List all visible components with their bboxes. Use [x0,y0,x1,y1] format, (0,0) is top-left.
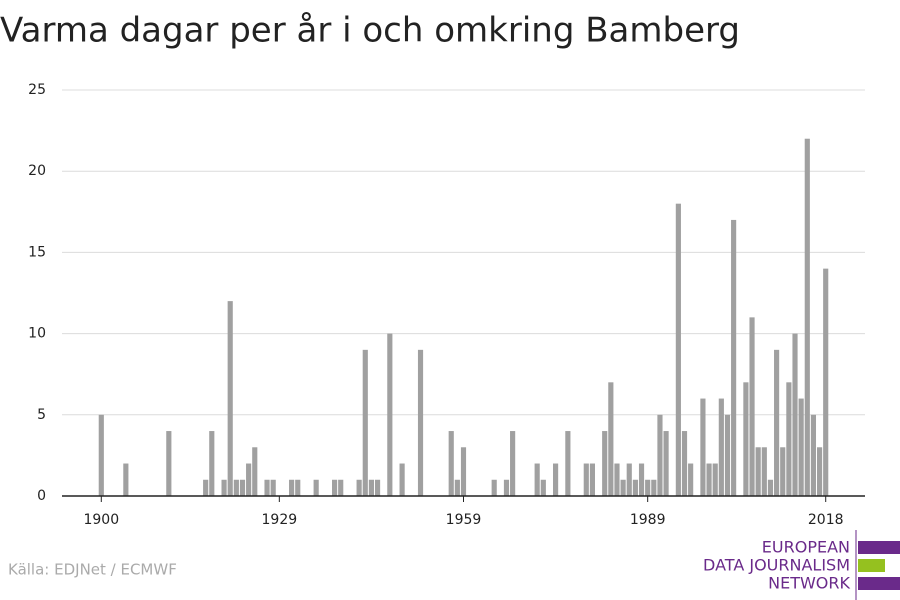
bar [774,349,780,496]
logo-bar [858,559,885,572]
bar [767,479,774,496]
bar [503,479,510,496]
x-tick-label: 2018 [808,512,844,528]
bar [700,398,706,496]
bar [553,463,559,496]
bar [620,479,626,496]
bar [761,447,767,496]
bar [798,398,804,496]
x-tick-label: 1929 [262,512,298,528]
logo-text: NETWORK [768,574,850,593]
bar [374,479,381,496]
bar [368,479,374,496]
y-tick-label: 10 [28,326,46,342]
bar [706,463,712,496]
bar [688,463,694,496]
bar [123,463,129,496]
bar [313,479,319,496]
bar [614,463,620,496]
bar [399,463,405,496]
y-tick-label: 20 [28,163,46,179]
bar [602,431,608,496]
bar [233,479,239,496]
bar [608,382,614,496]
bar [780,447,786,496]
bar [338,479,344,496]
bar [510,431,516,496]
bar [356,479,362,496]
bar [731,219,737,497]
bar [227,301,233,496]
bar [534,463,540,496]
bar [166,431,172,496]
bar [718,398,724,496]
bar [540,479,546,496]
bar [792,333,798,496]
logo-text: DATA JOURNALISM [703,556,850,575]
chart-title: Varma dagar per år i och omkring Bamberg [0,11,740,51]
bar [786,382,792,496]
bar [289,479,295,496]
y-tick-label: 15 [28,244,46,260]
bar [448,431,454,496]
bar [491,479,497,496]
bar [583,463,589,496]
bar [331,479,338,496]
bar [804,138,810,496]
bar [246,463,252,496]
bar [98,414,104,496]
bar [252,447,258,496]
bar [743,382,749,496]
bar [724,414,731,496]
bar [387,333,393,496]
bar [295,479,301,496]
bar [663,431,669,496]
bar [749,317,755,496]
logo-text: EUROPEAN [762,538,850,557]
bar [203,479,209,496]
bar [362,349,368,496]
bar [632,479,638,496]
y-tick-label: 0 [37,488,46,504]
x-tick-label: 1989 [630,512,666,528]
y-tick-label: 25 [28,82,46,98]
bar [460,447,467,496]
y-tick-label: 5 [37,407,46,423]
bar [823,268,829,496]
bar [681,431,688,496]
bar [454,479,460,496]
bar [657,414,663,496]
bar [816,447,823,496]
x-tick-label: 1900 [83,512,119,528]
bar [209,431,215,496]
bar [645,479,651,496]
bar [417,349,424,496]
bar [264,479,270,496]
source: Källa: EDJNet / ECMWF [8,561,177,579]
bar [270,479,276,496]
bar [565,431,571,496]
bar [651,479,657,496]
bar [626,463,632,496]
logo-bar [858,541,900,554]
x-tick-label: 1959 [446,512,482,528]
bar [810,414,817,496]
bar [589,463,596,496]
bar [675,203,681,496]
bar [712,463,718,496]
bar [239,479,246,496]
bar [755,447,761,496]
bar [221,479,227,496]
logo-bar [858,577,900,590]
bar [638,463,645,496]
